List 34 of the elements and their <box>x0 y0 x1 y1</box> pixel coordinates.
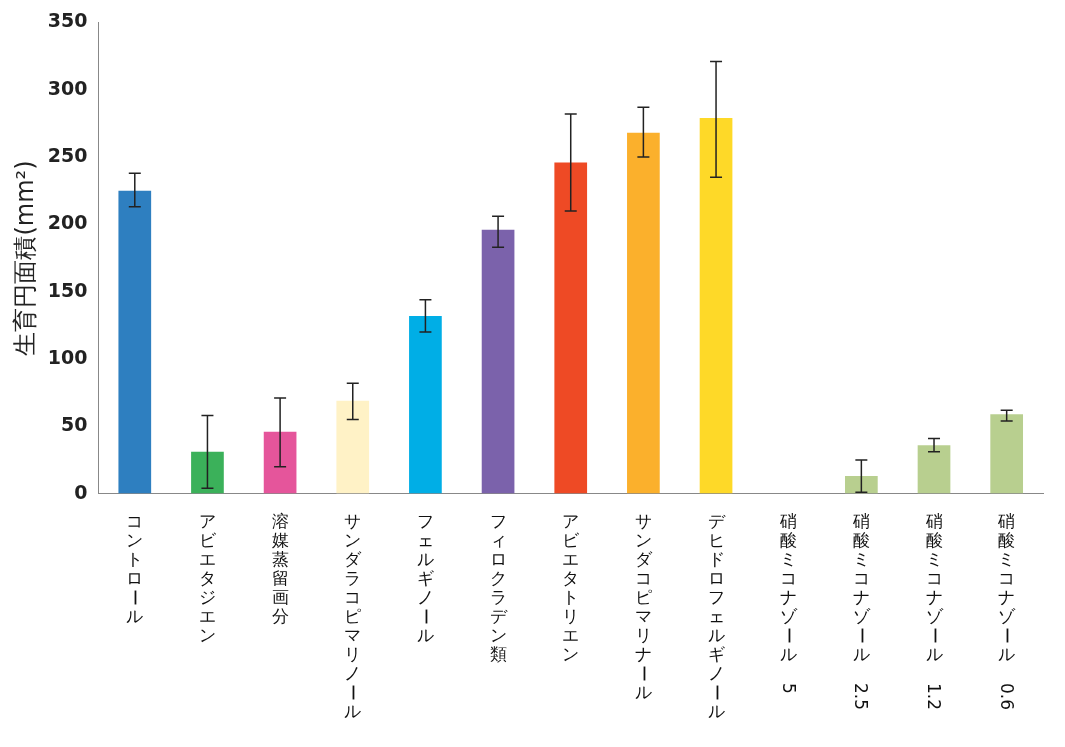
bar <box>409 315 442 494</box>
x-tick-label: 溶媒蒸留画分 <box>271 511 289 626</box>
y-tick-label: 300 <box>47 76 88 99</box>
category-label: サンダラコピマリノール <box>343 511 364 721</box>
bar <box>191 451 224 494</box>
bar <box>917 445 951 494</box>
y-tick-label: 150 <box>47 278 88 301</box>
bar <box>845 476 878 494</box>
y-tick-label: 50 <box>61 413 88 436</box>
bar <box>118 190 152 494</box>
category-label: 硝酸ミコナゾール 2.5 <box>851 511 872 711</box>
x-tick-label: アビエタジエン <box>198 511 216 645</box>
bar <box>990 414 1024 494</box>
y-tick-label: 0 <box>74 480 88 503</box>
x-tick-label: フェルギノール <box>415 511 436 645</box>
y-tick-label: 200 <box>47 211 88 234</box>
y-tick-label: 100 <box>47 345 88 368</box>
y-tick-label: 350 <box>47 9 88 32</box>
bar <box>699 117 733 494</box>
category-label: 硝酸ミコナゾール 5 <box>778 511 800 694</box>
category-label: サンダコピマリナール <box>633 511 654 702</box>
y-tick-label: 250 <box>47 143 88 166</box>
bar <box>481 229 515 494</box>
bar <box>554 162 588 494</box>
category-label: デヒドロフェルギノール <box>706 511 727 721</box>
y-axis-title: 生育円面積(mm²) <box>10 160 39 356</box>
category-label: 硝酸ミコナゾール 0.6 <box>996 511 1018 711</box>
bar <box>627 132 660 494</box>
bar <box>263 431 297 494</box>
x-tick-label: アビエタトリエン <box>562 511 580 664</box>
category-label: 硝酸ミコナゾール 1.2 <box>924 511 945 711</box>
x-tick-label: コントロール <box>125 511 146 626</box>
x-tick-label: フィロクラデン類 <box>489 511 507 664</box>
bar <box>336 400 370 494</box>
